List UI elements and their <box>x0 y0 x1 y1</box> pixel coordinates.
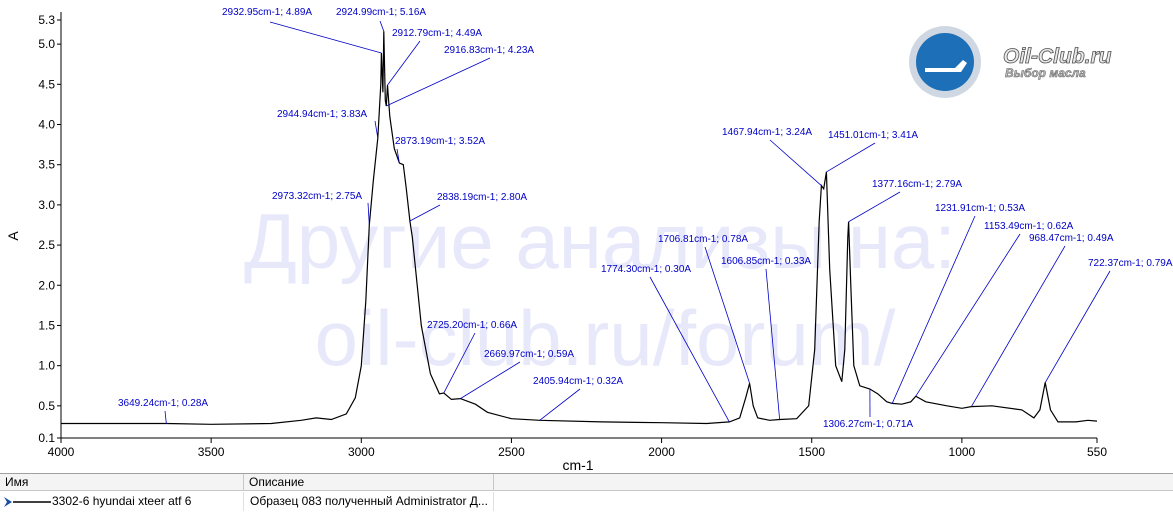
x-tick-label: 2500 <box>498 445 525 459</box>
x-tick-label: 3500 <box>198 445 225 459</box>
x-tick-label: 1000 <box>949 445 976 459</box>
annotation-label: 1706.81cm-1; 0.78A <box>658 234 748 245</box>
x-tick-label: 3000 <box>348 445 375 459</box>
annotation-label: 1153.49cm-1; 0.62A <box>984 221 1074 232</box>
annotation-leader <box>971 246 1065 407</box>
annotation-leader <box>380 21 384 31</box>
x-tick-label: 4000 <box>48 445 75 459</box>
annotation-label: 2405.94cm-1; 0.32A <box>533 376 623 387</box>
logo: Oil-Club.ru Выбор масла <box>909 26 1112 98</box>
annotation-label: 1306.27cm-1; 0.71A <box>823 419 913 430</box>
y-tick-label: 2.0 <box>38 278 55 292</box>
header-filler <box>494 474 1173 491</box>
y-tick-label: 4.0 <box>38 118 55 132</box>
y-tick-label: 1.0 <box>38 359 55 373</box>
y-axis-label: A <box>5 231 21 241</box>
sample-table: Имя Описание 3302-6 hyundai xteer atf 6 … <box>0 473 1173 514</box>
y-tick-label: 1.5 <box>38 318 55 332</box>
x-tick-label: 1500 <box>798 445 825 459</box>
y-tick-label: 2.5 <box>38 238 55 252</box>
chart: Другие анализы на: oil-club.ru/forum/ Oi… <box>0 0 1173 473</box>
annotation-label: 1774.30cm-1; 0.30A <box>601 264 691 275</box>
y-tick-label: 5.3 <box>38 13 55 27</box>
annotation-label: 1231.91cm-1; 0.53A <box>935 203 1025 214</box>
y-tick-label: 0.5 <box>38 399 55 413</box>
logo-title: Oil-Club.ru <box>1003 45 1112 68</box>
sample-description[interactable]: Образец 083 полученный Administrator Д..… <box>250 492 494 511</box>
annotation-label: 2916.83cm-1; 4.23A <box>444 45 534 56</box>
column-header[interactable]: Описание <box>244 474 494 491</box>
annotation-leader <box>387 41 420 85</box>
annotation-leader <box>770 140 821 186</box>
y-tick-label: 0.1 <box>38 431 55 445</box>
annotation-leader <box>826 143 875 172</box>
annotation-leader <box>165 411 166 424</box>
x-tick-label: 550 <box>1087 445 1107 459</box>
annotation-label: 1377.16cm-1; 2.79A <box>872 179 962 190</box>
annotation-label: 2725.20cm-1; 0.66A <box>427 320 517 331</box>
annotation-label: 1467.94cm-1; 3.24A <box>722 127 812 138</box>
annotation-leader <box>375 121 378 138</box>
y-tick-label: 3.0 <box>38 198 55 212</box>
annotation-label: 2932.95cm-1; 4.89A <box>222 7 312 18</box>
annotation-label: 2924.99cm-1; 5.16A <box>336 7 426 18</box>
logo-subtitle: Выбор масла <box>1005 66 1086 80</box>
annotation-label: 1606.85cm-1; 0.33A <box>721 256 811 267</box>
annotation-label: 2873.19cm-1; 3.52A <box>395 136 485 147</box>
column-header[interactable]: Имя <box>0 474 244 491</box>
x-axis-label: cm-1 <box>562 457 593 473</box>
y-tick-label: 3.5 <box>38 158 55 172</box>
annotation-label: 2838.19cm-1; 2.80A <box>437 192 527 203</box>
annotation-leader <box>270 22 381 53</box>
annotation-leader <box>1045 271 1110 383</box>
watermark: oil-club.ru/forum/ <box>315 294 896 382</box>
annotation-label: 2973.32cm-1; 2.75A <box>272 191 362 202</box>
annotation-label: 2912.79cm-1; 4.49A <box>392 28 482 39</box>
y-tick-label: 5.0 <box>38 37 55 51</box>
row-marker <box>3 496 51 508</box>
annotation-label: 3649.24cm-1; 0.28A <box>118 398 208 409</box>
annotation-label: 722.37cm-1; 0.79A <box>1088 258 1173 269</box>
y-tick-label: 4.5 <box>38 77 55 91</box>
annotation-label: 1451.01cm-1; 3.41A <box>828 130 918 141</box>
annotation-label: 2669.97cm-1; 0.59A <box>484 349 574 360</box>
annotation-label: 968.47cm-1; 0.49A <box>1029 233 1114 244</box>
annotation-leader <box>540 389 580 420</box>
annotation-label: 2944.94cm-1; 3.83A <box>277 109 367 120</box>
x-tick-label: 2000 <box>648 445 675 459</box>
sample-name[interactable]: 3302-6 hyundai xteer atf 6 <box>52 492 244 511</box>
